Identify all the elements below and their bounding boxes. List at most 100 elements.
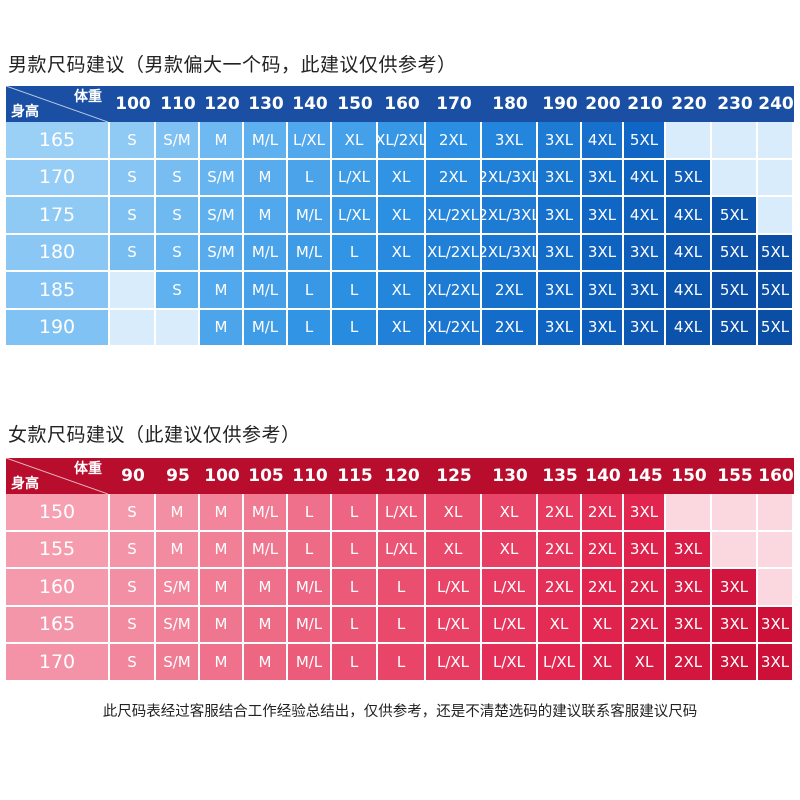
height-cell: 175 bbox=[6, 197, 108, 233]
size-cell: S bbox=[110, 531, 154, 567]
size-cell: 2XL/3XL bbox=[482, 234, 536, 270]
weight-header-cell: 120 bbox=[204, 94, 240, 114]
size-cell: L/XL bbox=[482, 569, 536, 605]
weight-header-cell: 120 bbox=[384, 466, 420, 486]
size-cell: 3XL bbox=[666, 606, 710, 642]
size-cell: 2XL bbox=[624, 606, 664, 642]
size-cell: XL/2XL bbox=[426, 272, 480, 308]
height-cell: 160 bbox=[6, 569, 108, 605]
size-cell: XL bbox=[624, 644, 664, 680]
size-cell: 3XL bbox=[538, 309, 580, 345]
size-cell: 3XL bbox=[624, 494, 664, 530]
size-cell: XL bbox=[426, 494, 480, 530]
size-cell: XL bbox=[378, 159, 424, 195]
size-cell: 3XL bbox=[624, 234, 664, 270]
weight-header-cell: 115 bbox=[337, 466, 373, 486]
weight-axis-label: 体重 bbox=[74, 89, 102, 105]
weight-header-row: 体重 身高 90 95 100 105 110 115 120 125 130 135 140 145 15… bbox=[6, 458, 794, 494]
size-cell: M bbox=[200, 569, 242, 605]
size-cell: M bbox=[244, 606, 286, 642]
size-cell: L/XL bbox=[426, 644, 480, 680]
size-cell: S bbox=[156, 159, 198, 195]
size-cell: L bbox=[332, 531, 376, 567]
size-cell: 3XL bbox=[538, 159, 580, 195]
size-cell: 2XL bbox=[538, 531, 580, 567]
size-cell: S bbox=[156, 234, 198, 270]
size-cell: 3XL bbox=[538, 272, 580, 308]
size-cell: XL bbox=[378, 197, 424, 233]
men-size-title: 男款尺码建议（男款偏大一个码，此建议仅供参考） bbox=[8, 54, 457, 76]
weight-header-cell: 180 bbox=[492, 94, 528, 114]
size-cell: S bbox=[110, 159, 154, 195]
weight-header-cell: 135 bbox=[542, 466, 578, 486]
weight-header-cell: 170 bbox=[436, 94, 472, 114]
size-cell: XL bbox=[538, 606, 580, 642]
size-cell: XL bbox=[482, 494, 536, 530]
size-cell: M bbox=[244, 159, 286, 195]
size-cell: 2XL bbox=[538, 569, 580, 605]
weight-header-cell: 110 bbox=[292, 466, 328, 486]
empty-cell bbox=[110, 309, 154, 345]
size-cell: 3XL bbox=[624, 272, 664, 308]
weight-header-cell: 100 bbox=[115, 94, 151, 114]
size-cell: L bbox=[332, 234, 376, 270]
size-cell: S/M bbox=[156, 569, 198, 605]
height-cell: 185 bbox=[6, 272, 108, 308]
weight-header-cell: 95 bbox=[166, 466, 190, 486]
size-cell: 3XL bbox=[624, 309, 664, 345]
weight-header-cell: 140 bbox=[585, 466, 621, 486]
table-row: 160 S S/M M M M/L L L L/XL L/XL 2XL 2XL 2XL 3XL 3XL bbox=[6, 569, 794, 607]
weight-header-cell: 155 bbox=[717, 466, 753, 486]
size-cell: 4XL bbox=[666, 197, 710, 233]
size-cell: XL bbox=[482, 531, 536, 567]
table-row: 170 S S S/M M L L/XL XL 2XL 2XL/3XL 3XL 3XL 4XL 5XL bbox=[6, 159, 794, 198]
corner-cell: 体重 身高 bbox=[6, 86, 108, 122]
size-cell: M bbox=[200, 309, 242, 345]
size-cell: 5XL bbox=[712, 272, 756, 308]
size-cell: L/XL bbox=[426, 606, 480, 642]
table-row: 180 S S S/M M/L M/L L XL XL/2XL 2XL/3XL 3XL 3XL 3XL 4… bbox=[6, 234, 794, 273]
size-cell: 5XL bbox=[712, 309, 756, 345]
weight-header-cell: 240 bbox=[758, 94, 794, 114]
size-cell: 5XL bbox=[758, 272, 792, 308]
empty-cell bbox=[110, 272, 154, 308]
height-cell: 170 bbox=[6, 644, 108, 680]
size-cell: 3XL bbox=[582, 159, 622, 195]
size-cell: L/XL bbox=[482, 606, 536, 642]
weight-header-cell: 160 bbox=[758, 466, 794, 486]
empty-cell bbox=[758, 197, 792, 233]
size-cell: M bbox=[200, 494, 242, 530]
size-cell: 3XL bbox=[758, 644, 792, 680]
table-row: 185 S M M/L L L XL XL/2XL 2XL 3XL 3XL 3XL 4XL 5XL 5XL bbox=[6, 272, 794, 310]
size-cell: M bbox=[200, 122, 242, 158]
size-cell: S bbox=[110, 234, 154, 270]
size-cell: M bbox=[156, 531, 198, 567]
table-row: 155 S M M M/L L L L/XL XL XL 2XL 2XL 3XL 3XL bbox=[6, 531, 794, 570]
height-cell: 165 bbox=[6, 122, 108, 158]
height-cell: 170 bbox=[6, 159, 108, 195]
size-cell: 3XL bbox=[666, 531, 710, 567]
empty-cell bbox=[712, 159, 756, 195]
size-cell: 2XL bbox=[426, 159, 480, 195]
size-cell: S bbox=[110, 197, 154, 233]
size-cell: XL bbox=[582, 606, 622, 642]
size-cell: M bbox=[200, 531, 242, 567]
weight-header-cell: 230 bbox=[717, 94, 753, 114]
size-cell: S/M bbox=[200, 234, 242, 270]
size-cell: L bbox=[378, 606, 424, 642]
empty-cell bbox=[712, 494, 756, 530]
size-cell: 2XL bbox=[482, 309, 536, 345]
size-cell: XL/2XL bbox=[426, 197, 480, 233]
size-cell: S bbox=[110, 606, 154, 642]
size-cell: M/L bbox=[244, 309, 286, 345]
size-cell: M/L bbox=[288, 644, 330, 680]
size-cell: 3XL bbox=[538, 234, 580, 270]
size-cell: M bbox=[244, 569, 286, 605]
size-cell: L bbox=[332, 606, 376, 642]
size-cell: XL bbox=[426, 531, 480, 567]
size-cell: 5XL bbox=[624, 122, 664, 158]
size-cell: XL/2XL bbox=[378, 122, 424, 158]
weight-header-cell: 90 bbox=[121, 466, 145, 486]
size-cell: M bbox=[156, 494, 198, 530]
size-cell: L bbox=[288, 309, 330, 345]
